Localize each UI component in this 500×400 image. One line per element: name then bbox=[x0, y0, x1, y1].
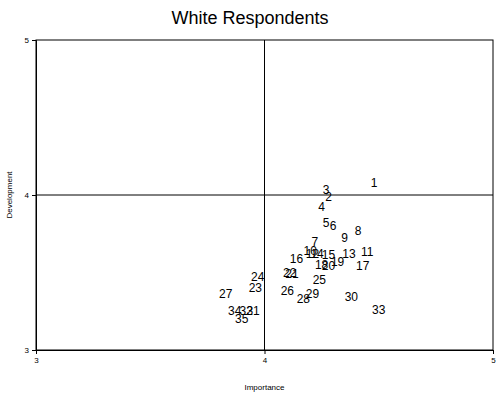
point-label: 4 bbox=[318, 200, 325, 214]
point-label: 11 bbox=[361, 245, 374, 259]
point-label: 6 bbox=[330, 219, 337, 233]
x-tick-label: 4 bbox=[263, 356, 268, 365]
plot-area: 1234567891011121314151617181920212223242… bbox=[36, 40, 493, 350]
point-label: 17 bbox=[356, 259, 370, 273]
point-label: 16 bbox=[290, 252, 304, 266]
point-label: 25 bbox=[313, 273, 327, 287]
y-axis-line bbox=[32, 41, 37, 351]
y-tick: 4 bbox=[25, 191, 36, 200]
y-tick-mark bbox=[32, 350, 36, 351]
point-label: 8 bbox=[355, 224, 362, 238]
point-label: 3 bbox=[323, 183, 330, 197]
y-tick-label: 3 bbox=[25, 346, 30, 355]
point-label: 22 bbox=[283, 266, 297, 280]
x-axis-title: Importance bbox=[244, 383, 285, 392]
point-label: 30 bbox=[345, 290, 359, 304]
chart: White Respondents 3 4 5 3 4 5 Importance Develop… bbox=[0, 0, 500, 400]
x-axis: 3 4 5 bbox=[34, 350, 496, 365]
point-label: 26 bbox=[281, 284, 295, 298]
y-tick-mark bbox=[32, 40, 36, 41]
y-axis: 3 4 5 bbox=[25, 36, 37, 355]
x-tick-label: 5 bbox=[491, 356, 496, 365]
title: White Respondents bbox=[171, 8, 328, 28]
point-label: 33 bbox=[372, 303, 386, 317]
y-tick-label: 4 bbox=[25, 191, 30, 200]
point-label: 13 bbox=[342, 247, 356, 261]
point-label: 24 bbox=[251, 270, 265, 284]
point-label: 35 bbox=[235, 312, 249, 326]
point-label: 9 bbox=[341, 231, 348, 245]
point-label: 27 bbox=[219, 287, 233, 301]
reference-line bbox=[36, 195, 493, 196]
x-tick: 3 bbox=[34, 350, 39, 365]
point-label: 29 bbox=[306, 287, 320, 301]
y-tick: 3 bbox=[25, 346, 36, 355]
x-tick-mark bbox=[265, 350, 266, 354]
y-tick-mark bbox=[32, 195, 36, 196]
plot-frame bbox=[36, 40, 493, 350]
x-axis-line bbox=[37, 351, 494, 355]
point-label: 1 bbox=[371, 176, 378, 190]
x-tick-mark bbox=[493, 350, 494, 354]
y-axis-title: Development bbox=[5, 171, 14, 219]
x-tick-label: 3 bbox=[34, 356, 39, 365]
y-tick: 5 bbox=[25, 36, 36, 45]
point-label: 20 bbox=[322, 259, 336, 273]
y-tick-label: 5 bbox=[25, 36, 30, 45]
x-tick: 4 bbox=[263, 350, 268, 365]
x-tick: 5 bbox=[491, 350, 496, 365]
